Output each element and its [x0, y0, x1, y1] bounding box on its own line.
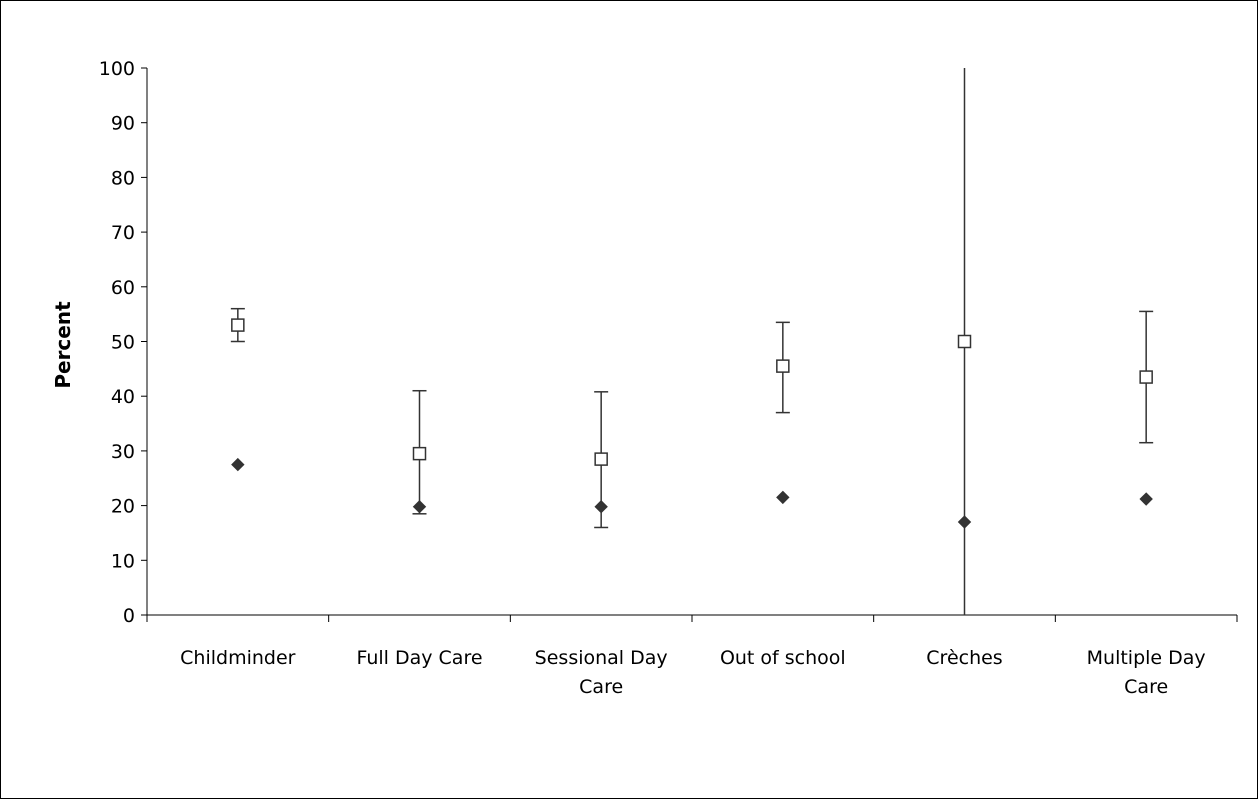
- point-open-square: [957, 334, 972, 349]
- point-filled-diamond: [231, 457, 245, 472]
- x-tick-label: Sessional Day Care: [535, 647, 668, 698]
- point-open-square: [412, 446, 427, 461]
- y-tick-label: 20: [111, 496, 135, 518]
- point-open-square: [1139, 370, 1153, 384]
- x-tick-label: Out of school: [720, 647, 846, 669]
- x-axis-ticks: Childminder Full Day Care Sessional Day Car…: [146, 615, 1238, 698]
- y-axis-label: Percent: [51, 301, 75, 389]
- y-tick-label: 50: [111, 332, 135, 354]
- point-filled-diamond: [776, 490, 790, 505]
- x-tick-label: Childminder: [180, 647, 296, 669]
- point-filled-diamond: [594, 499, 608, 514]
- point-open-square: [776, 359, 790, 373]
- y-tick-label: 80: [111, 167, 135, 189]
- x-tick-label: Full Day Care: [356, 647, 482, 669]
- x-tick-label: Multiple Day Care: [1087, 647, 1206, 698]
- y-tick-label: 90: [111, 113, 135, 135]
- y-axis-ticks: 0 10 20 30 40 50 60 70 80 90 100: [99, 58, 147, 627]
- y-tick-label: 60: [111, 277, 135, 299]
- y-tick-label: 10: [111, 550, 135, 572]
- y-tick-label: 70: [111, 222, 135, 244]
- x-tick-label: Crèches: [926, 647, 1002, 669]
- data-markers: [231, 318, 1153, 529]
- point-open-square: [231, 318, 245, 332]
- point-filled-diamond: [957, 515, 972, 529]
- y-tick-label: 40: [111, 386, 135, 408]
- y-tick-label: 100: [99, 58, 135, 80]
- point-open-square: [594, 452, 608, 466]
- point-filled-diamond: [412, 499, 427, 514]
- y-tick-label: 0: [123, 605, 135, 627]
- point-filled-diamond: [1139, 492, 1153, 506]
- y-tick-label: 30: [111, 441, 135, 463]
